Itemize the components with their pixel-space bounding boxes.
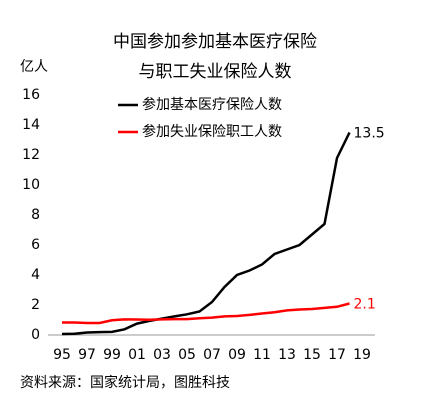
x-tick-label: 95 (53, 347, 71, 363)
chart-title: 中国参加参加基本医疗保险 (113, 32, 317, 52)
legend-label: 参加基本医疗保险人数 (142, 96, 282, 113)
line (61, 131, 351, 336)
x-tick-label: 17 (328, 347, 346, 363)
x-tick-label: 05 (178, 347, 196, 363)
x-tick-label: 07 (203, 347, 221, 363)
end-label: 2.1 (354, 297, 376, 313)
x-tick-label: 09 (228, 347, 246, 363)
x-tick-label: 11 (253, 347, 271, 363)
x-tick-label: 01 (128, 347, 146, 363)
y-tick-label: 8 (31, 207, 40, 223)
line (62, 302, 350, 325)
x-tick-label: 15 (303, 347, 321, 363)
end-label: 13.5 (354, 126, 385, 142)
y-axis-label: 亿人 (20, 59, 48, 75)
x-tick-label: 19 (353, 347, 371, 363)
y-tick-label: 2 (31, 297, 40, 313)
y-tick-label: 0 (31, 327, 40, 343)
y-tick-label: 14 (22, 117, 40, 133)
chart-title: 与职工失业保险人数 (139, 62, 292, 82)
y-tick-label: 6 (31, 237, 40, 253)
source: 资料来源：国家统计局，图胜科技 (20, 374, 230, 391)
x-tick-label: 97 (78, 347, 96, 363)
x-tick-label: 99 (103, 347, 121, 363)
x-tick-label: 03 (153, 347, 171, 363)
y-tick-label: 12 (22, 147, 40, 163)
x-tick-label: 13 (278, 347, 296, 363)
y-tick-label: 4 (31, 267, 40, 283)
y-tick-label: 16 (22, 87, 40, 103)
legend-label: 参加失业保险职工人数 (142, 123, 282, 140)
y-tick-label: 10 (22, 177, 40, 193)
